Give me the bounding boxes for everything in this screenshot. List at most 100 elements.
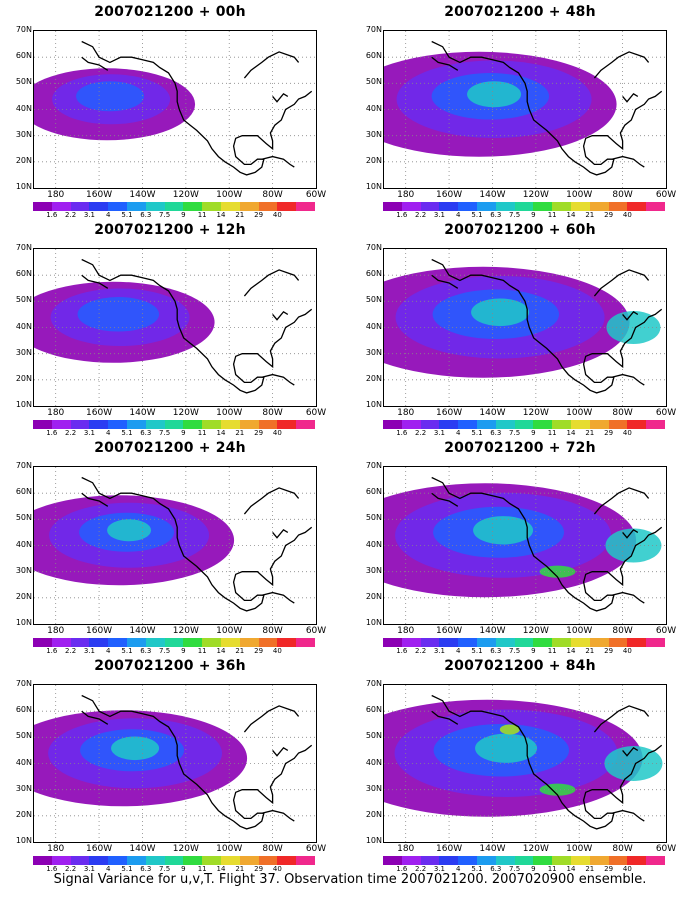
colorbar-segment [627,856,647,865]
latitude-label: 60N [365,487,382,497]
colorbar-segment [89,856,109,865]
longitude-label: 80W [612,408,633,418]
latitude-label: 40N [15,321,32,331]
coastline [81,40,313,176]
colorbar-label: 5.1 [121,865,133,873]
colorbar-segment [145,638,165,647]
colorbar-label: 3.1 [433,647,445,655]
colorbar-label: 9 [181,429,186,437]
colorbar-segment [108,638,127,647]
colorbar-label: 5.1 [471,865,483,873]
colorbar-label: 11 [197,647,207,655]
colorbar-segment [552,856,571,865]
coastline [593,487,650,515]
map-canvas [34,685,316,842]
latitude-label: 60N [15,269,32,279]
colorbar-label: 7.5 [509,211,521,219]
longitude-label: 60W [305,626,327,636]
longitude-label: 60W [305,844,327,854]
panel-title: 2007021200 + 60h [444,222,596,238]
colorbar-segment [476,420,496,429]
colorbar-label: 11 [197,865,207,873]
colorbar [383,856,665,865]
colorbar-label: 6.3 [140,211,152,219]
colorbar-label: 3.1 [83,865,95,873]
colorbar-label: 29 [604,211,614,219]
colorbar-label: 40 [622,211,632,219]
colorbar-segment [296,202,315,211]
coastline [261,155,295,168]
colorbar-segment [258,202,278,211]
coastline [81,694,313,830]
colorbar-label: 9 [181,211,186,219]
longitude-label: 180 [397,626,415,636]
latitude-label: 40N [15,539,32,549]
colorbar-segment [258,420,278,429]
colorbar-segment [33,638,52,647]
panel-title: 2007021200 + 72h [444,440,596,456]
colorbar-segment [183,202,203,211]
colorbar [33,420,315,429]
latitude-label: 30N [365,565,382,575]
colorbar-segment [589,202,609,211]
longitude-label: 160W [436,626,463,636]
colorbar-label: 1.6 [396,865,408,873]
colorbar-label: 3.1 [83,647,95,655]
colorbar-segment [646,856,665,865]
colorbar-label: 7.5 [159,429,171,437]
colorbar-label: 29 [604,865,614,873]
colorbar-segment [164,202,184,211]
longitude-label: 140W [479,408,506,418]
longitude-label: 60W [305,408,327,418]
coastline [81,710,109,725]
forecast-panel: 2007021200 + 00h 70N 60N 50N 40N 30N 20N 10N 180… [0,0,340,219]
longitude-label: 80W [262,190,283,200]
colorbar-label: 21 [235,211,245,219]
longitude-label: 120W [172,190,199,200]
coastline [593,705,650,733]
coastline [622,746,639,757]
colorbar-label: 5.1 [471,647,483,655]
colorbar-segment [627,202,647,211]
colorbar-segment [401,638,421,647]
latitude-label: 60N [15,487,32,497]
colorbar-label: 1.6 [46,865,58,873]
colorbar-segment [258,638,278,647]
colorbar-segment [552,202,571,211]
colorbar-segment [202,638,221,647]
panel-title: 2007021200 + 36h [94,658,246,674]
latitude-label: 50N [365,513,382,523]
coastline [611,591,645,604]
colorbar-segment [458,638,477,647]
variance-map [383,466,667,625]
colorbar-segment [239,420,259,429]
coastline [431,274,459,289]
colorbar-label: 2.2 [415,865,427,873]
latitude-label: 50N [15,295,32,305]
colorbar-label: 5.1 [121,429,133,437]
coastline [272,310,289,321]
forecast-panel: 2007021200 + 12h 70N 60N 50N 40N 30N 20N 10N 180… [0,218,340,437]
latitude-label: 10N [365,836,382,845]
coastline [243,269,300,297]
colorbar-segment [51,856,71,865]
colorbar-label: 3.1 [83,211,95,219]
colorbar-segment [401,202,421,211]
forecast-panel: 2007021200 + 36h 70N 60N 50N 40N 30N 20N 10N 180… [0,654,340,873]
coastline [622,92,639,103]
latitude-label: 40N [365,321,382,331]
colorbar-segment [183,638,203,647]
colorbar-label: 29 [254,865,264,873]
longitude-label: 100W [566,408,593,418]
variance-map [33,30,317,189]
colorbar-label: 2.2 [65,429,77,437]
longitude-label: 140W [479,190,506,200]
latitude-label: 50N [365,77,382,87]
latitude-label: 70N [365,461,382,470]
latitude-label: 10N [15,836,32,845]
colorbar-label: 1.6 [46,647,58,655]
colorbar-label: 40 [272,211,282,219]
colorbar-segment [495,420,515,429]
longitude-label: 60W [655,626,677,636]
longitude-label: 180 [397,190,415,200]
